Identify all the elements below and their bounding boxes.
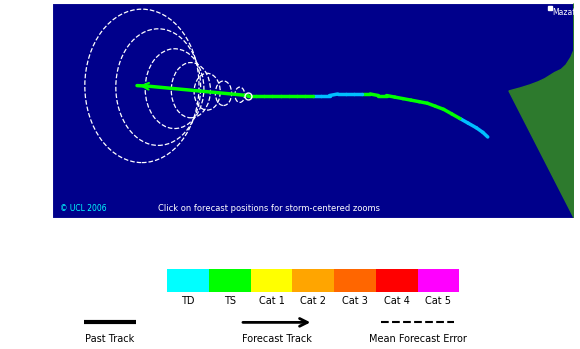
Polygon shape bbox=[509, 3, 574, 218]
Text: © UCL 2006: © UCL 2006 bbox=[60, 203, 107, 213]
Text: Mean Forecast Error: Mean Forecast Error bbox=[369, 334, 466, 344]
Y-axis label: LATITUDE: LATITUDE bbox=[10, 86, 21, 136]
Text: Cat 5: Cat 5 bbox=[426, 296, 451, 306]
Text: Cat 2: Cat 2 bbox=[300, 296, 326, 306]
Bar bbox=[209, 269, 251, 292]
Bar bbox=[251, 269, 292, 292]
Text: Past Track: Past Track bbox=[85, 334, 134, 344]
Bar bbox=[167, 269, 209, 292]
Bar bbox=[418, 269, 459, 292]
Bar bbox=[376, 269, 418, 292]
Text: TS: TS bbox=[224, 296, 235, 306]
Text: Forecast Track: Forecast Track bbox=[242, 334, 311, 344]
Text: Click on forecast positions for storm-centered zooms: Click on forecast positions for storm-ce… bbox=[158, 203, 380, 213]
Bar bbox=[292, 269, 334, 292]
X-axis label: LONGITUDE: LONGITUDE bbox=[283, 238, 343, 248]
Text: Cat 1: Cat 1 bbox=[259, 296, 284, 306]
Text: TD: TD bbox=[181, 296, 195, 306]
Text: Mazatlan: Mazatlan bbox=[552, 8, 580, 17]
Text: Cat 4: Cat 4 bbox=[384, 296, 409, 306]
Bar bbox=[334, 269, 376, 292]
Text: Cat 3: Cat 3 bbox=[342, 296, 368, 306]
